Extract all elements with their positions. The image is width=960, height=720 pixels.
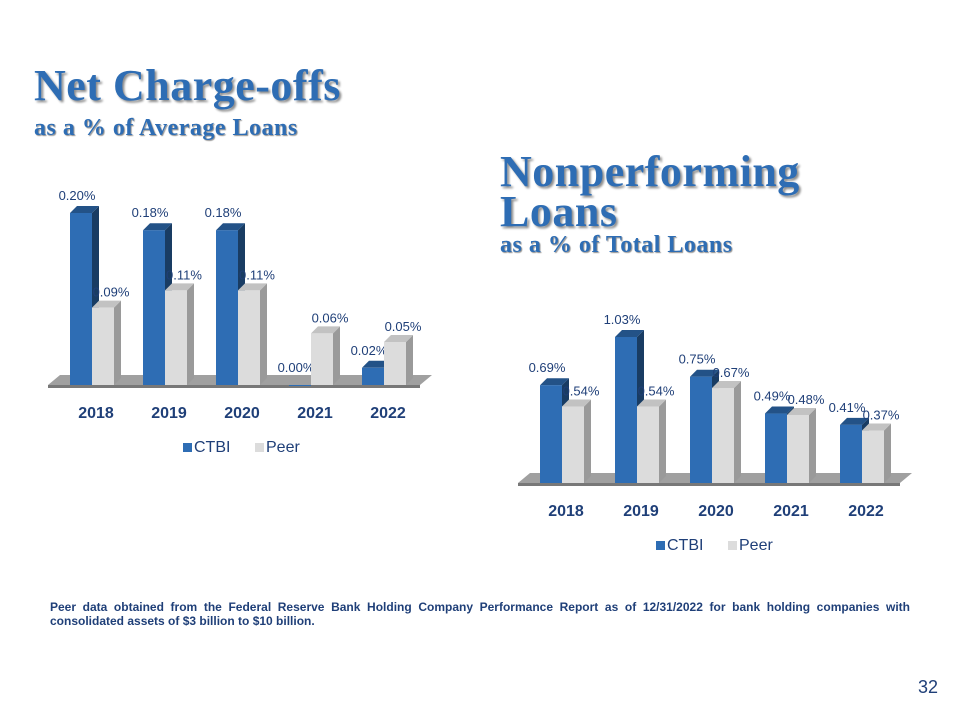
legend-label-peer: Peer [739,537,773,554]
data-label-peer-2020: 0.67% [713,365,750,380]
footnote: Peer data obtained from the Federal Rese… [50,600,910,628]
bar-peer-2021 [787,407,816,483]
chart2-title: Nonperforming Loans [500,147,800,236]
legend-label-peer: Peer [266,439,300,456]
data-label-peer-2021: 0.06% [312,310,349,325]
data-label-peer-2019: 0.54% [638,383,675,398]
data-label-ctbi-2020: 0.18% [205,205,242,220]
nonperforming-loans-chart: 0.69% 0.54% 2018 1.03% 0.54% 2019 0.75%0.67% 20… [518,312,912,554]
x-tick-label-2020: 2020 [224,405,260,422]
data-label-peer-2022: 0.05% [385,319,422,334]
data-label-peer-2022: 0.37% [863,408,900,423]
x-tick-label-2022: 2022 [848,503,884,520]
x-tick-label-2018: 2018 [548,503,584,520]
bar-peer-2022 [862,423,891,483]
net-charge-offs-chart: 0.20% 0.09% 2018 0.18% 0.11% 2019 0.18% 0.11% 20… [48,188,432,456]
data-label-ctbi-2018: 0.20% [59,188,96,203]
data-label-ctbi-2019: 0.18% [132,205,169,220]
x-tick-label-2018: 2018 [78,405,114,422]
chart2-subtitle: as a % of Total Loans [500,232,733,258]
bar-peer-2019 [165,283,194,385]
x-tick-label-2022: 2022 [370,405,406,422]
chart1-title: Net Charge-offs [34,61,341,110]
bar-peer-2021 [311,326,340,385]
chart1-subtitle: as a % of Average Loans [34,115,298,141]
legend-swatch-peer [728,541,737,550]
data-label-ctbi-2020: 0.75% [679,352,716,367]
data-label-peer-2020: 0.11% [239,267,275,282]
bar-peer-2019 [637,399,666,483]
data-label-peer-2018: 0.54% [563,383,600,398]
data-label-ctbi-2022: 0.02% [351,343,388,358]
x-tick-label-2019: 2019 [151,405,187,422]
data-label-peer-2018: 0.09% [93,285,130,300]
data-label-peer-2021: 0.48% [788,392,825,407]
x-tick-label-2021: 2021 [773,503,809,520]
bar-peer-2022 [384,335,413,385]
bar-peer-2018 [92,300,121,385]
bar-peer-2020 [712,381,741,483]
legend-swatch-ctbi [183,443,192,452]
chart-floor-edge [48,385,420,388]
legend-swatch-ctbi [656,541,665,550]
x-tick-label-2019: 2019 [623,503,659,520]
bar-peer-2018 [562,399,591,483]
data-label-ctbi-2018: 0.69% [529,360,566,375]
data-label-ctbi-2021: 0.49% [754,389,791,404]
x-tick-label-2021: 2021 [297,405,333,422]
x-tick-label-2020: 2020 [698,503,734,520]
bar-peer-2020 [238,283,267,385]
data-label-ctbi-2019: 1.03% [604,312,641,327]
bar-ctbi-2021 [289,385,311,386]
legend-swatch-peer [255,443,264,452]
data-label-ctbi-2022: 0.41% [829,400,866,415]
legend-label-ctbi: CTBI [667,537,703,554]
data-label-peer-2019: 0.11% [166,267,202,282]
legend-label-ctbi: CTBI [194,439,230,456]
chart-floor-edge [518,483,900,486]
data-label-ctbi-2021: 0.00% [278,360,315,375]
page-number: 32 [917,677,938,697]
